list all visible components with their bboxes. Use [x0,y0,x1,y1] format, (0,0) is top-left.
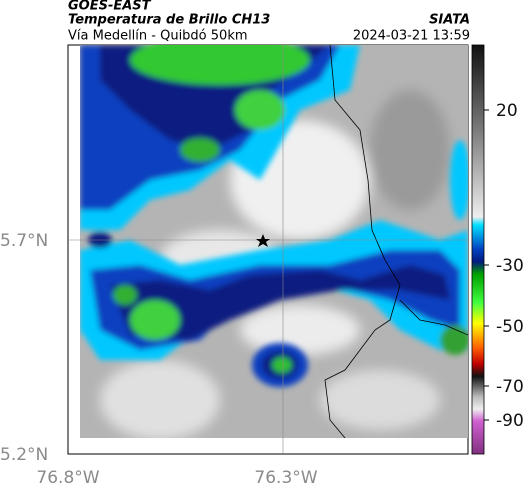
lat-label: 5.2°N [0,445,48,465]
lon-label: 76.8°W [36,468,99,488]
colorbar-tick-label: 20 [496,101,518,121]
subtitle: Vía Medellín - Quibdó 50km [68,29,248,44]
agency: GOES-EAST [68,0,152,14]
location-star [256,234,270,247]
colorbar-tick-label: -90 [496,411,524,431]
timestamp: 2024-03-21 13:59 [353,29,470,44]
lat-label: 5.7°N [0,231,48,251]
colorbar-tick-label: -70 [496,377,524,397]
title: Temperatura de Brillo CH13 [68,13,270,28]
colorbar-tick-label: -30 [496,256,524,276]
source: SIATA [429,13,470,28]
lon-label: 76.3°W [254,468,317,488]
colorbar [471,44,485,455]
colorbar-ticks [484,109,489,421]
imagery [80,45,468,438]
colorbar-tick-label: -50 [496,317,524,337]
